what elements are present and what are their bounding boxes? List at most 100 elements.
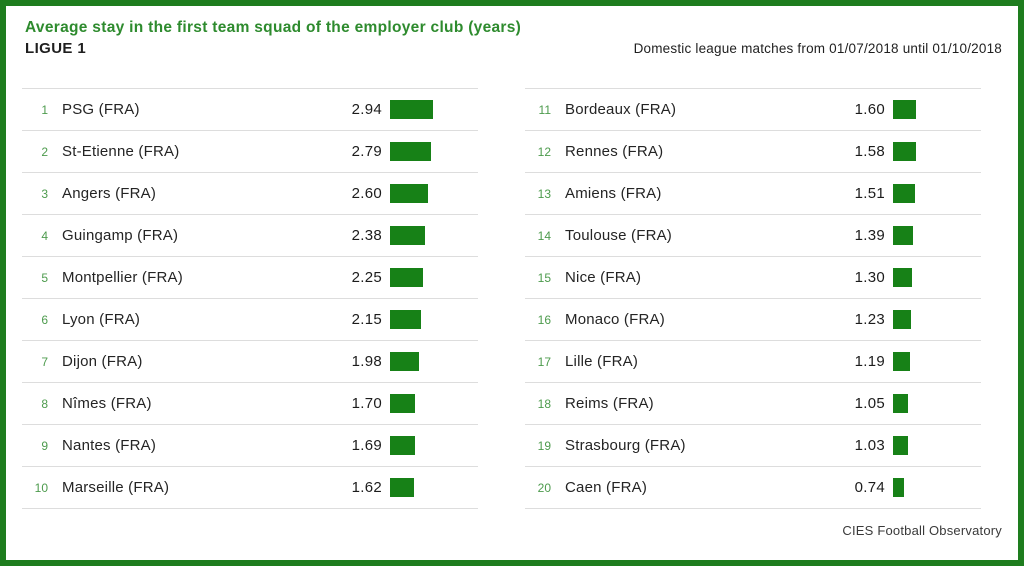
value-bar-track: [390, 100, 478, 119]
value-bar-track: [893, 226, 981, 245]
stay-value: 2.25: [351, 269, 382, 286]
stay-value: 1.69: [351, 437, 382, 454]
table-row: 12 Rennes (FRA) 1.58: [525, 130, 981, 172]
stay-value: 1.19: [854, 353, 885, 370]
rank-number: 7: [41, 354, 48, 369]
stay-value: 2.15: [351, 311, 382, 328]
table-row: 20 Caen (FRA) 0.74: [525, 466, 981, 508]
stay-value: 2.94: [351, 101, 382, 118]
value-bar: [893, 142, 917, 161]
team-name: PSG (FRA): [62, 101, 140, 118]
table-row: 16 Monaco (FRA) 1.23: [525, 298, 981, 340]
value-bar: [390, 310, 422, 329]
value-bar: [893, 184, 915, 203]
team-name: Nice (FRA): [565, 269, 642, 286]
stay-value: 1.70: [351, 395, 382, 412]
table-row: 14 Toulouse (FRA) 1.39: [525, 214, 981, 256]
team-name: Reims (FRA): [565, 395, 654, 412]
team-name: Toulouse (FRA): [565, 227, 673, 244]
rank-number: 20: [537, 480, 551, 495]
rank-number: 2: [41, 144, 48, 159]
value-bar-track: [390, 394, 478, 413]
table-row: 19 Strasbourg (FRA) 1.03: [525, 424, 981, 466]
value-bar: [893, 226, 914, 245]
rank-number: 1: [41, 102, 48, 117]
ranking-column-right: 11 Bordeaux (FRA) 1.60 12 Rennes (FRA) 1.58 13…: [525, 88, 981, 509]
value-bar-track: [893, 394, 981, 413]
rank-number: 17: [537, 354, 551, 369]
value-bar-track: [893, 310, 981, 329]
team-name: Strasbourg (FRA): [565, 437, 686, 454]
table-row: 3 Angers (FRA) 2.60: [22, 172, 478, 214]
stay-value: 1.60: [854, 101, 885, 118]
value-bar-track: [893, 100, 981, 119]
team-name: Nantes (FRA): [62, 437, 157, 454]
value-bar-track: [390, 352, 478, 371]
table-row: 10 Marseille (FRA) 1.62: [22, 466, 478, 508]
stay-value: 1.03: [854, 437, 885, 454]
rank-number: 8: [41, 396, 48, 411]
value-bar-track: [893, 268, 981, 287]
rank-number: 16: [537, 312, 551, 327]
stay-value: 1.62: [351, 479, 382, 496]
value-bar-track: [893, 478, 981, 497]
team-name: Montpellier (FRA): [62, 269, 183, 286]
team-name: Dijon (FRA): [62, 353, 143, 370]
value-bar: [390, 184, 428, 203]
rank-number: 18: [537, 396, 551, 411]
team-name: Rennes (FRA): [565, 143, 664, 160]
table-row: 11 Bordeaux (FRA) 1.60: [525, 88, 981, 130]
period-note: Domestic league matches from 01/07/2018 …: [633, 41, 1002, 56]
stay-value: 2.60: [351, 185, 382, 202]
value-bar-track: [390, 268, 478, 287]
value-bar: [390, 100, 433, 119]
stay-value: 2.79: [351, 143, 382, 160]
team-name: Caen (FRA): [565, 479, 648, 496]
value-bar-track: [893, 352, 981, 371]
value-bar: [893, 436, 908, 455]
table-row: 6 Lyon (FRA) 2.15: [22, 298, 478, 340]
table-row: 2 St-Etienne (FRA) 2.79: [22, 130, 478, 172]
value-bar: [390, 268, 423, 287]
subheader: LIGUE 1 Domestic league matches from 01/…: [25, 40, 1002, 57]
stay-value: 1.98: [351, 353, 382, 370]
rank-number: 11: [538, 102, 551, 117]
table-row: 18 Reims (FRA) 1.05: [525, 382, 981, 424]
team-name: Amiens (FRA): [565, 185, 662, 202]
team-name: Monaco (FRA): [565, 311, 665, 328]
stay-value: 1.30: [854, 269, 885, 286]
team-name: Guingamp (FRA): [62, 227, 179, 244]
team-name: Bordeaux (FRA): [565, 101, 677, 118]
stay-value: 2.38: [351, 227, 382, 244]
value-bar: [893, 478, 904, 497]
table-row: 8 Nîmes (FRA) 1.70: [22, 382, 478, 424]
value-bar-track: [390, 310, 478, 329]
table-row: 13 Amiens (FRA) 1.51: [525, 172, 981, 214]
value-bar-track: [390, 142, 478, 161]
value-bar: [390, 142, 431, 161]
source-credit: CIES Football Observatory: [842, 523, 1002, 538]
value-bar: [390, 394, 415, 413]
ranking-column-left: 1 PSG (FRA) 2.94 2 St-Etienne (FRA) 2.79 3 Ange…: [22, 88, 478, 509]
value-bar-track: [390, 478, 478, 497]
table-row: 7 Dijon (FRA) 1.98: [22, 340, 478, 382]
league-label: LIGUE 1: [25, 40, 87, 57]
stay-value: 0.74: [854, 479, 885, 496]
value-bar: [893, 310, 911, 329]
rank-number: 13: [537, 186, 551, 201]
value-bar: [390, 352, 419, 371]
stay-value: 1.58: [854, 143, 885, 160]
team-name: Lyon (FRA): [62, 311, 141, 328]
header: Average stay in the first team squad of …: [6, 6, 1018, 82]
value-bar-track: [893, 436, 981, 455]
value-bar-track: [390, 184, 478, 203]
team-name: Marseille (FRA): [62, 479, 170, 496]
table-row: 15 Nice (FRA) 1.30: [525, 256, 981, 298]
rank-number: 10: [34, 480, 48, 495]
rank-number: 15: [537, 270, 551, 285]
value-bar: [390, 436, 415, 455]
chart-title: Average stay in the first team squad of …: [25, 19, 522, 36]
stay-value: 1.23: [854, 311, 885, 328]
stay-value: 1.39: [854, 227, 885, 244]
